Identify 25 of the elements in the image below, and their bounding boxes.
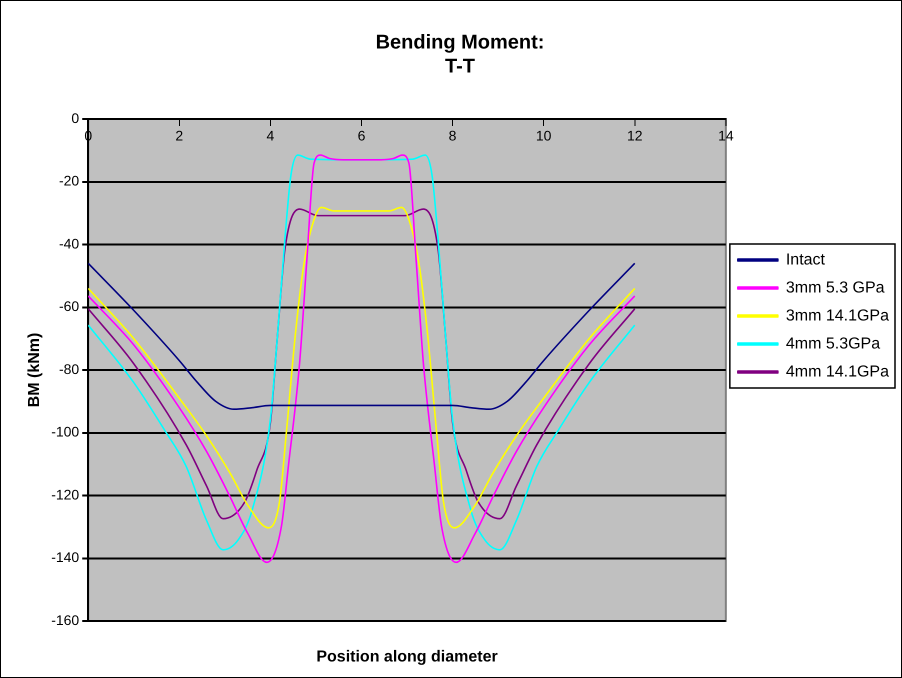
x-tick-label: 4 xyxy=(266,127,274,144)
x-tick-label: 12 xyxy=(626,127,643,144)
y-tick-label: -20 xyxy=(58,172,80,189)
chart-title: Bending Moment: T-T xyxy=(376,32,544,78)
x-tick-label: 14 xyxy=(718,127,734,144)
x-axis-title: Position along diameter xyxy=(316,648,498,666)
y-tick-label: -100 xyxy=(51,424,80,440)
x-tick-label: 6 xyxy=(358,127,366,144)
y-tick-label: 0 xyxy=(71,110,80,126)
y-tick-label: -60 xyxy=(58,298,80,314)
line-series xyxy=(88,262,636,410)
x-tick-label: 2 xyxy=(175,127,184,144)
x-tick-label: 10 xyxy=(536,127,552,144)
legend-label: Intact xyxy=(786,251,826,268)
x-tick-label: 8 xyxy=(448,127,457,144)
legend-label: 4mm 14.1GPa xyxy=(786,363,890,380)
y-tick-label: -140 xyxy=(51,549,80,566)
y-axis-title: BM (kNm) xyxy=(26,332,44,408)
y-tick-label: -120 xyxy=(51,486,80,502)
y-tick-label: -160 xyxy=(51,612,80,628)
legend-label: 3mm 5.3 GPa xyxy=(786,279,885,296)
legend-label: 4mm 5.3GPa xyxy=(786,335,880,352)
y-tick-label: -80 xyxy=(58,360,80,377)
legend-label: 3mm 14.1GPa xyxy=(786,307,890,324)
y-tick-label: -40 xyxy=(58,235,80,252)
